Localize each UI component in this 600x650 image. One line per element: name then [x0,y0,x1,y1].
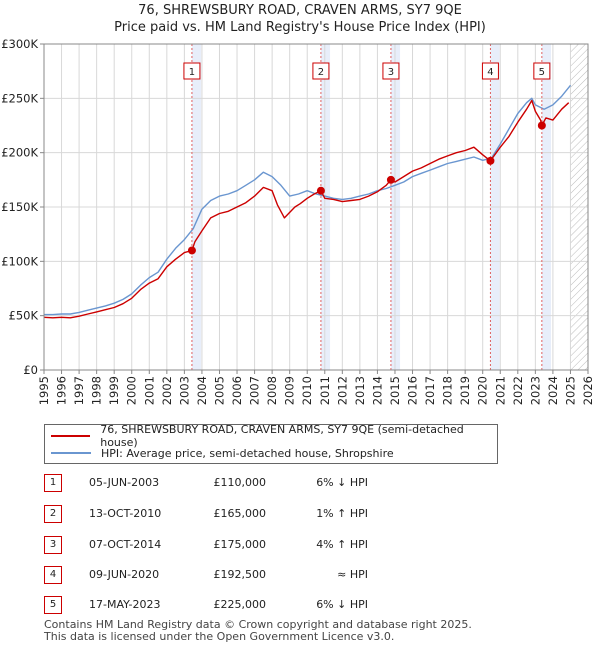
x-tick-label: 2002 [160,376,174,405]
x-tick-label: 2008 [265,376,279,405]
transaction-price: £165,000 [213,507,267,520]
transaction-number: 5 [44,596,62,614]
x-tick-label: 1996 [55,376,69,405]
x-tick-label: 2007 [248,376,262,405]
x-tick-label: 2023 [528,376,542,405]
sale-marker-number: 4 [487,67,493,78]
transaction-hpi: ≈ HPI [337,568,368,581]
sale-point [486,156,495,165]
x-tick-label: 2019 [458,376,472,405]
legend-swatch-property [51,435,91,437]
x-tick-label: 2017 [423,376,437,405]
transaction-number: 2 [44,505,62,523]
sale-marker-number: 2 [318,67,324,78]
transaction-price: £110,000 [213,476,267,489]
price-chart: 1 2 3 4 5 £0 £50K £100K £150K £200K £250K £300K 199… [1,37,595,405]
x-tick-label: 2010 [300,376,314,405]
sale-marker-box [382,62,400,80]
x-tick-label: 2024 [546,376,560,405]
y-tick-label: £0 [23,363,38,377]
transaction-hpi: 6% ↓ HPI [316,598,368,611]
sale-marker-number: 1 [189,67,195,78]
transaction-price: £225,000 [213,598,267,611]
legend-item-property: 76, SHREWSBURY ROAD, CRAVEN ARMS, SY7 9Q… [51,423,497,449]
transaction-date: 17-MAY-2023 [89,598,161,611]
x-tick-label: 2005 [212,376,226,405]
x-tick-label: 2013 [353,376,367,405]
x-tick-label: 2012 [335,376,349,405]
sale-marker-box [183,62,201,80]
footer-attribution: Contains HM Land Registry data © Crown c… [44,619,472,643]
x-tick-label: 1995 [37,376,51,405]
transaction-number: 1 [44,474,62,492]
chart-legend: 76, SHREWSBURY ROAD, CRAVEN ARMS, SY7 9Q… [44,423,498,464]
sale-marker-number: 5 [539,67,545,78]
x-tick-label: 2025 [563,376,577,405]
transaction-date: 09-JUN-2020 [89,568,160,581]
transaction-hpi: 6% ↓ HPI [316,476,368,489]
x-tick-label: 2015 [388,376,402,405]
footer-line1: Contains HM Land Registry data © Crown c… [44,618,472,631]
x-tick-label: 2011 [318,376,332,405]
legend-swatch-hpi [51,452,91,454]
sale-point [316,186,325,195]
sale-marker-box [312,62,330,80]
sale-point [187,246,196,255]
y-tick-label: £200K [1,146,38,160]
sale-marker-box [533,62,551,80]
transaction-date: 05-JUN-2003 [89,476,160,489]
x-tick-label: 2003 [177,376,191,405]
x-tick-label: 2026 [581,376,595,405]
x-tick-label: 2018 [441,376,455,405]
transaction-date: 13-OCT-2010 [89,507,162,520]
sale-marker-box [481,62,499,80]
x-tick-label: 2004 [195,376,209,405]
y-tick-label: £150K [1,200,38,214]
x-tick-label: 1999 [107,376,121,405]
transaction-hpi: 4% ↑ HPI [316,538,368,551]
x-tick-label: 2020 [476,376,490,405]
y-tick-label: £250K [1,91,38,105]
x-tick-label: 2000 [125,376,139,405]
transaction-number: 3 [44,536,62,554]
y-tick-label: £100K [1,254,38,268]
legend-item-hpi: HPI: Average price, semi-detached house,… [51,445,394,461]
chart-title: 76, SHREWSBURY ROAD, CRAVEN ARMS, SY7 9Q… [0,2,600,36]
x-tick-label: 2001 [142,376,156,405]
x-tick-label: 1998 [90,376,104,405]
x-tick-label: 2016 [406,376,420,405]
legend-label-property: 76, SHREWSBURY ROAD, CRAVEN ARMS, SY7 9Q… [100,423,464,449]
sale-point [537,121,546,130]
transaction-price: £175,000 [213,538,267,551]
transaction-price: £192,500 [213,568,267,581]
sale-marker-number: 3 [388,67,394,78]
transaction-date: 07-OCT-2014 [89,538,162,551]
y-tick-label: £300K [1,37,38,51]
x-tick-label: 2006 [230,376,244,405]
y-tick-label: £50K [9,309,39,323]
x-tick-label: 2021 [493,376,507,405]
chart-title-line2: Price paid vs. HM Land Registry's House … [114,20,486,35]
x-tick-label: 2014 [370,376,384,405]
x-tick-label: 2009 [283,376,297,405]
chart-title-line1: 76, SHREWSBURY ROAD, CRAVEN ARMS, SY7 9Q… [138,3,462,18]
transaction-hpi: 1% ↑ HPI [316,507,368,520]
x-tick-label: 2022 [511,376,525,405]
x-tick-label: 1997 [72,376,86,405]
transaction-number: 4 [44,566,62,584]
legend-label-hpi: HPI: Average price, semi-detached house,… [101,446,394,460]
sale-point [386,175,395,184]
footer-line2: This data is licensed under the Open Gov… [44,630,395,643]
